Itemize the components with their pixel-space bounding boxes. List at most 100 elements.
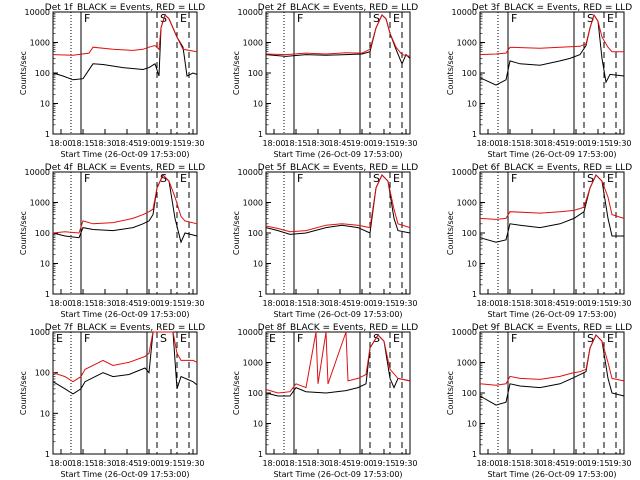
series-lld-line xyxy=(52,14,198,56)
marker-label: S xyxy=(587,12,594,25)
y-tick-label: 10000 xyxy=(452,328,477,337)
y-tick-label: 1 xyxy=(472,130,477,139)
series-events-line xyxy=(52,174,198,244)
x-tick-label: 18:30 xyxy=(93,459,116,468)
marker-label: F xyxy=(297,332,303,345)
marker-label: E xyxy=(269,332,276,345)
y-tick-label: 1000 xyxy=(457,39,477,48)
marker-label: F xyxy=(84,172,90,185)
x-tick-label: 18:45 xyxy=(328,459,351,468)
marker-label: S xyxy=(587,172,594,185)
panel-title: Det 4f_BLACK = Events, RED = LLD xyxy=(45,163,205,173)
panel-8: Det 8f_BLACK = Events, RED = LLD 1 10 100 10… xyxy=(232,323,418,479)
series-lld-line xyxy=(265,331,411,394)
y-tick-label: 100 xyxy=(462,229,477,238)
series-events-line xyxy=(265,174,411,235)
x-tick-label: 19:30 xyxy=(394,459,417,468)
x-tick-label: 19:15 xyxy=(159,299,182,308)
y-tick-label: 1 xyxy=(472,450,477,459)
y-axis-label: Counts/sec xyxy=(19,371,28,415)
x-tick-label: 18:00 xyxy=(49,459,72,468)
x-tick-label: 19:30 xyxy=(608,459,631,468)
y-tick-label: 100 xyxy=(248,389,263,398)
x-tick-label: 18:30 xyxy=(520,299,543,308)
panel-title: Det 2f_BLACK = Events, RED = LLD xyxy=(258,3,418,13)
y-axis-label: Counts/sec xyxy=(232,211,241,255)
y-tick-label: 1 xyxy=(258,130,263,139)
marker-label: E xyxy=(393,172,400,185)
y-tick-label: 1000 xyxy=(30,328,50,337)
marker-label: S xyxy=(160,172,167,185)
y-tick-label: 10 xyxy=(40,100,50,109)
series-events-line xyxy=(52,14,198,81)
series-lld-line xyxy=(52,174,198,234)
x-tick-label: 19:00 xyxy=(137,139,160,148)
marker-label: F xyxy=(84,12,90,25)
panel-title: Det 1f_BLACK = Events, RED = LLD xyxy=(45,3,205,13)
y-tick-label: 10 xyxy=(253,420,263,429)
x-axis-label: Start Time (26-Oct-09 17:53:00) xyxy=(273,470,402,479)
x-tick-label: 19:15 xyxy=(159,459,182,468)
panel-title: Det 8f_BLACK = Events, RED = LLD xyxy=(258,323,418,333)
y-tick-label: 1000 xyxy=(30,39,50,48)
y-tick-label: 10 xyxy=(467,420,477,429)
y-tick-label: 10 xyxy=(253,100,263,109)
series-lld-line xyxy=(479,334,625,386)
x-tick-label: 18:30 xyxy=(520,459,543,468)
x-tick-label: 19:30 xyxy=(394,299,417,308)
marker-label: E xyxy=(393,332,400,345)
marker-label: F xyxy=(511,332,517,345)
x-tick-label: 18:00 xyxy=(49,299,72,308)
plot-frame xyxy=(479,171,625,295)
series-lld-line xyxy=(479,13,624,56)
x-axis-label: Start Time (26-Oct-09 17:53:00) xyxy=(487,310,616,319)
y-tick-label: 100 xyxy=(248,229,263,238)
marker-label: E xyxy=(607,332,614,345)
y-tick-label: 100 xyxy=(462,69,477,78)
plot-frame xyxy=(52,331,198,455)
x-tick-label: 18:45 xyxy=(328,139,351,148)
x-tick-label: 18:00 xyxy=(262,459,285,468)
y-tick-label: 10000 xyxy=(25,8,50,17)
plot-frame xyxy=(265,171,411,295)
y-tick-label: 1 xyxy=(45,130,50,139)
marker-label: E xyxy=(56,332,63,345)
y-tick-label: 1000 xyxy=(243,199,263,208)
y-tick-label: 100 xyxy=(35,69,50,78)
y-tick-label: 10 xyxy=(40,260,50,269)
panel-6: Det 6f_BLACK = Events, RED = LLD 1 10 100 10… xyxy=(446,163,632,319)
series-events-line xyxy=(265,334,411,397)
x-tick-label: 18:30 xyxy=(93,139,116,148)
y-axis-label: Counts/sec xyxy=(232,51,241,95)
x-axis-label: Start Time (26-Oct-09 17:53:00) xyxy=(60,310,189,319)
panel-title: Det 5f_BLACK = Events, RED = LLD xyxy=(258,163,418,173)
y-axis-label: Counts/sec xyxy=(19,51,28,95)
panel-title: Det 3f_BLACK = Events, RED = LLD xyxy=(472,3,632,13)
plot-frame xyxy=(265,11,411,135)
y-tick-label: 10000 xyxy=(238,8,263,17)
x-tick-label: 18:15 xyxy=(71,299,94,308)
y-tick-label: 10000 xyxy=(25,168,50,177)
x-tick-label: 18:00 xyxy=(476,299,499,308)
marker-label: F xyxy=(511,172,517,185)
x-tick-label: 18:30 xyxy=(520,139,543,148)
x-tick-label: 19:15 xyxy=(372,299,395,308)
x-tick-label: 18:15 xyxy=(71,459,94,468)
panel-3: Det 3f_BLACK = Events, RED = LLD 1 10 100 10… xyxy=(446,3,632,159)
y-tick-label: 10000 xyxy=(452,168,477,177)
y-tick-label: 1000 xyxy=(457,199,477,208)
marker-label: E xyxy=(180,332,187,345)
x-tick-label: 18:45 xyxy=(542,299,565,308)
x-tick-label: 18:00 xyxy=(49,139,72,148)
x-tick-label: 19:00 xyxy=(564,139,587,148)
y-tick-label: 1 xyxy=(258,450,263,459)
x-axis-label: Start Time (26-Oct-09 17:53:00) xyxy=(487,470,616,479)
x-tick-label: 18:15 xyxy=(284,139,307,148)
marker-label: S xyxy=(373,172,380,185)
x-tick-label: 19:15 xyxy=(159,139,182,148)
series-lld-line xyxy=(265,14,411,57)
x-tick-label: 18:15 xyxy=(284,459,307,468)
panel-5: Det 5f_BLACK = Events, RED = LLD 1 10 100 10… xyxy=(232,163,418,319)
